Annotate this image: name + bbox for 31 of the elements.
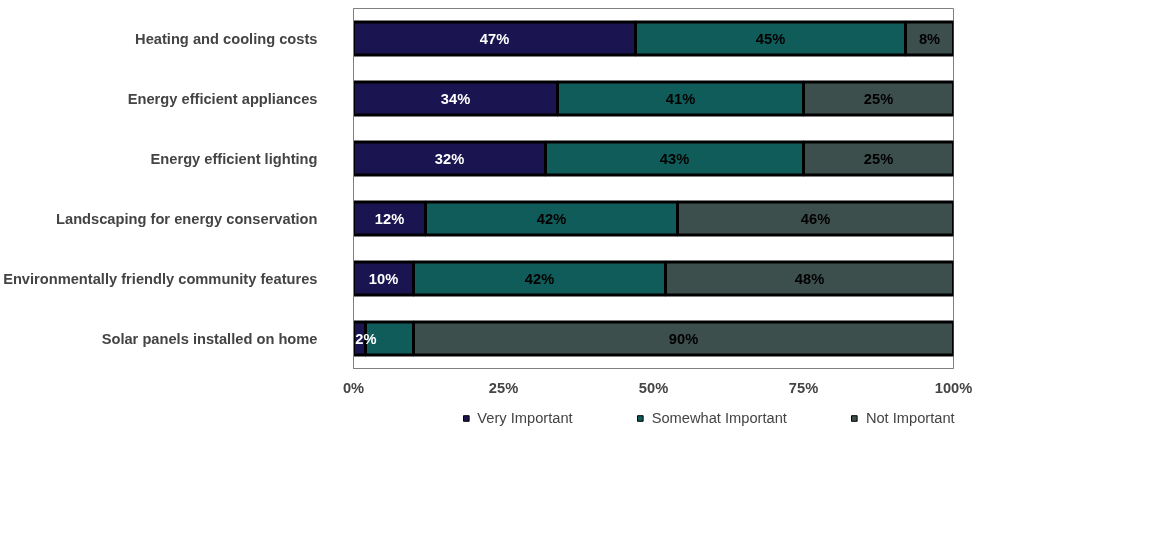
data-label: 47%: [479, 30, 510, 47]
data-label: 12%: [374, 210, 405, 227]
y-tick-label: Environmentally friendly community features: [3, 270, 318, 287]
legend-label: Very Important: [477, 410, 573, 426]
data-label: 10%: [368, 270, 399, 287]
data-label: 42%: [536, 210, 567, 227]
x-tick-label: 0%: [342, 379, 365, 396]
data-label: 43%: [659, 150, 690, 167]
data-label: 25%: [863, 150, 894, 167]
y-tick-label: Energy efficient lighting: [150, 150, 318, 167]
y-tick-label: Solar panels installed on home: [101, 330, 318, 347]
y-tick-label: Landscaping for energy conservation: [56, 210, 318, 227]
legend-label: Somewhat Important: [651, 410, 787, 426]
x-tick-label: 50%: [638, 379, 669, 396]
x-tick-label: 100%: [934, 379, 973, 396]
data-label: 2%: [355, 330, 377, 347]
data-label: 46%: [800, 210, 831, 227]
data-label: 90%: [668, 330, 699, 347]
x-tick-label: 25%: [488, 379, 519, 396]
y-tick-label: Heating and cooling costs: [135, 30, 318, 47]
data-label: 25%: [863, 90, 894, 107]
y-tick-label: Energy efficient appliances: [127, 90, 318, 107]
data-label: 42%: [524, 270, 555, 287]
data-label: 41%: [665, 90, 696, 107]
data-label: 32%: [434, 150, 465, 167]
x-tick-label: 75%: [788, 379, 819, 396]
data-label: 45%: [755, 30, 786, 47]
legend-label: Not Important: [865, 410, 955, 426]
data-label: 8%: [918, 30, 941, 47]
data-label: 48%: [794, 270, 825, 287]
data-label: 34%: [440, 90, 471, 107]
